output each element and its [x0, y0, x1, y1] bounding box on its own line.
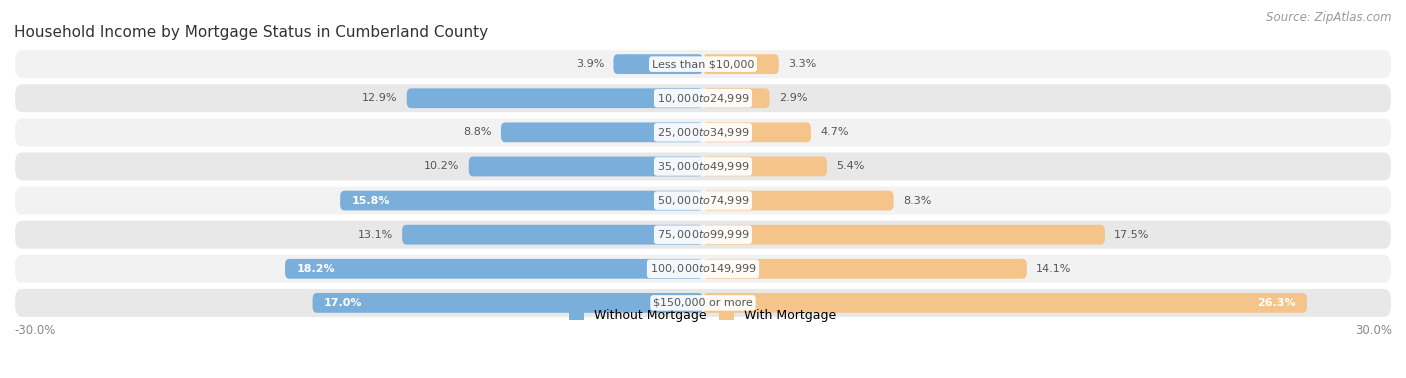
- Text: $25,000 to $34,999: $25,000 to $34,999: [657, 126, 749, 139]
- FancyBboxPatch shape: [14, 152, 1392, 181]
- FancyBboxPatch shape: [14, 254, 1392, 284]
- FancyBboxPatch shape: [703, 156, 827, 177]
- Text: 10.2%: 10.2%: [425, 161, 460, 172]
- Text: 14.1%: 14.1%: [1036, 264, 1071, 274]
- Text: 17.0%: 17.0%: [323, 298, 363, 308]
- Text: Less than $10,000: Less than $10,000: [652, 59, 754, 69]
- FancyBboxPatch shape: [703, 122, 811, 142]
- Text: $10,000 to $24,999: $10,000 to $24,999: [657, 92, 749, 105]
- FancyBboxPatch shape: [285, 259, 703, 279]
- Text: 3.9%: 3.9%: [576, 59, 605, 69]
- FancyBboxPatch shape: [14, 220, 1392, 250]
- FancyBboxPatch shape: [402, 225, 703, 245]
- FancyBboxPatch shape: [468, 156, 703, 177]
- FancyBboxPatch shape: [14, 83, 1392, 113]
- FancyBboxPatch shape: [703, 225, 1105, 245]
- FancyBboxPatch shape: [406, 88, 703, 108]
- FancyBboxPatch shape: [613, 54, 703, 74]
- FancyBboxPatch shape: [703, 54, 779, 74]
- FancyBboxPatch shape: [703, 191, 894, 211]
- FancyBboxPatch shape: [501, 122, 703, 142]
- Text: 4.7%: 4.7%: [820, 127, 849, 137]
- Text: $75,000 to $99,999: $75,000 to $99,999: [657, 228, 749, 241]
- Text: 2.9%: 2.9%: [779, 93, 807, 103]
- FancyBboxPatch shape: [312, 293, 703, 313]
- Legend: Without Mortgage, With Mortgage: Without Mortgage, With Mortgage: [569, 308, 837, 322]
- Text: 8.3%: 8.3%: [903, 195, 931, 206]
- FancyBboxPatch shape: [703, 88, 769, 108]
- FancyBboxPatch shape: [703, 293, 1308, 313]
- Text: 13.1%: 13.1%: [357, 230, 392, 240]
- Text: 30.0%: 30.0%: [1355, 324, 1392, 337]
- Text: Source: ZipAtlas.com: Source: ZipAtlas.com: [1267, 11, 1392, 24]
- Text: 12.9%: 12.9%: [363, 93, 398, 103]
- Text: Household Income by Mortgage Status in Cumberland County: Household Income by Mortgage Status in C…: [14, 25, 488, 40]
- Text: $150,000 or more: $150,000 or more: [654, 298, 752, 308]
- Text: 17.5%: 17.5%: [1114, 230, 1150, 240]
- Text: 3.3%: 3.3%: [787, 59, 817, 69]
- FancyBboxPatch shape: [703, 259, 1026, 279]
- Text: 15.8%: 15.8%: [352, 195, 389, 206]
- Text: $50,000 to $74,999: $50,000 to $74,999: [657, 194, 749, 207]
- Text: 8.8%: 8.8%: [463, 127, 492, 137]
- Text: $35,000 to $49,999: $35,000 to $49,999: [657, 160, 749, 173]
- Text: 5.4%: 5.4%: [837, 161, 865, 172]
- Text: 26.3%: 26.3%: [1257, 298, 1295, 308]
- FancyBboxPatch shape: [14, 186, 1392, 215]
- FancyBboxPatch shape: [14, 117, 1392, 147]
- Text: 18.2%: 18.2%: [297, 264, 335, 274]
- FancyBboxPatch shape: [14, 288, 1392, 318]
- FancyBboxPatch shape: [340, 191, 703, 211]
- Text: $100,000 to $149,999: $100,000 to $149,999: [650, 262, 756, 275]
- FancyBboxPatch shape: [14, 49, 1392, 79]
- Text: -30.0%: -30.0%: [14, 324, 55, 337]
